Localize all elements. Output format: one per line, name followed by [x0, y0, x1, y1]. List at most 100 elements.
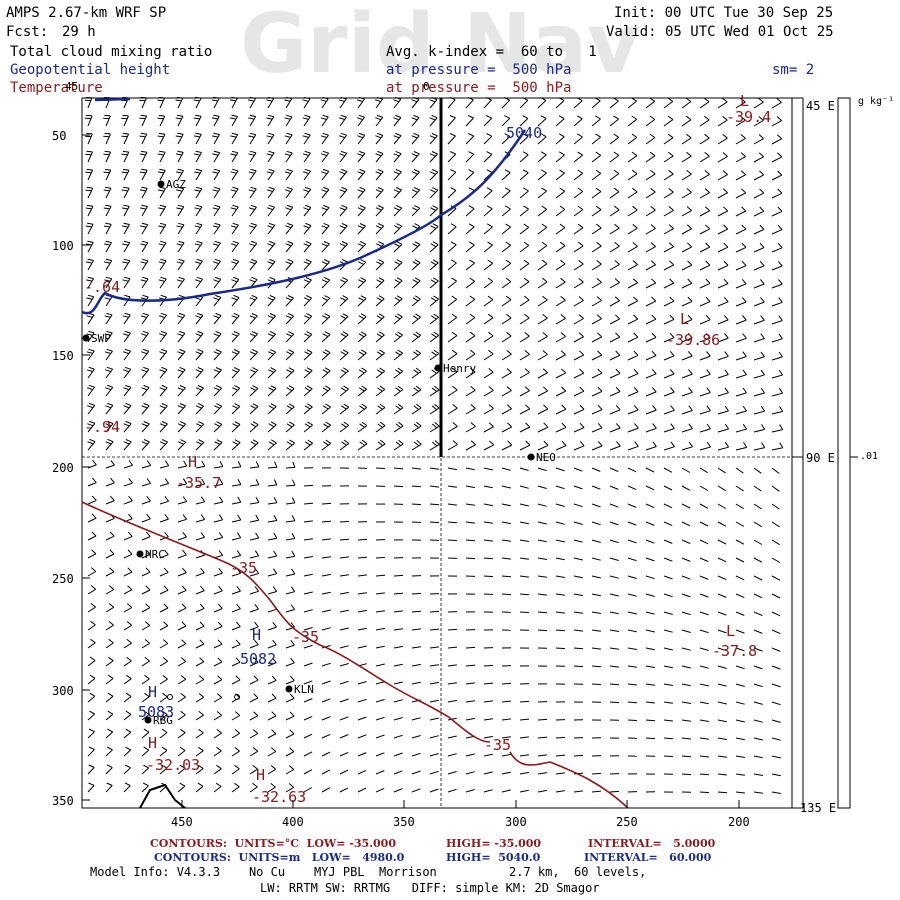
wind-barb [231, 585, 241, 595]
wind-barb [717, 387, 729, 397]
wind-barb [177, 460, 188, 469]
station-dot[interactable] [285, 685, 293, 693]
wind-barb [177, 764, 186, 775]
wind-barb [321, 573, 331, 577]
wind-barb [393, 592, 404, 595]
wind-barbs [84, 96, 784, 794]
wind-barb [771, 351, 783, 361]
wind-barb [753, 485, 762, 492]
wind-barb [645, 224, 656, 235]
station-dot[interactable] [434, 364, 442, 372]
wind-barb [141, 603, 151, 613]
y-tick-label: 300 [52, 684, 74, 698]
wind-barb [123, 674, 132, 685]
wind-barb [555, 539, 565, 543]
wind-barb [519, 151, 529, 163]
wind-barb [573, 259, 584, 271]
wind-barb [159, 692, 168, 703]
wind-barb [753, 134, 764, 145]
wind-barb [176, 240, 185, 253]
wind-barb [429, 646, 439, 649]
wind-barb [555, 772, 565, 775]
wind-barb [591, 665, 602, 668]
wind-barb [411, 628, 421, 631]
wind-barb [303, 662, 313, 667]
wind-barb [393, 385, 404, 397]
wind-barb [139, 132, 148, 145]
extremum-val-1: -39.4 [726, 108, 771, 126]
wind-barb [663, 467, 673, 473]
wind-barb [483, 368, 494, 379]
extremum-val-5: -32.03 [146, 756, 200, 774]
wind-barb [753, 369, 765, 379]
wind-barb [771, 719, 781, 723]
wind-barb [771, 134, 783, 145]
wind-barb [735, 773, 745, 776]
wind-barb [158, 186, 166, 199]
wind-barb [735, 629, 745, 634]
wind-barb [573, 133, 583, 145]
wind-barb [105, 764, 113, 775]
extremum-val-3: -35.7 [176, 474, 221, 492]
wind-barb [627, 169, 638, 181]
wind-barb [266, 96, 275, 109]
wind-barb [771, 503, 780, 510]
wind-barb [699, 188, 710, 199]
wind-barb [375, 699, 385, 703]
wind-barb [177, 514, 187, 523]
wind-barb [249, 747, 259, 757]
wind-barb [735, 647, 745, 652]
wind-barb [483, 682, 494, 685]
wind-barb [339, 769, 349, 775]
wind-barb [195, 478, 206, 487]
wind-barb [447, 422, 458, 433]
wind-barb [717, 97, 728, 109]
wind-barb [735, 188, 747, 199]
wind-barb [213, 729, 222, 739]
wind-barb [267, 783, 276, 793]
wind-barb [429, 503, 440, 506]
wind-barb [175, 150, 184, 163]
wind-barb [177, 439, 187, 451]
lon-label-45: 45 [65, 80, 78, 93]
wind-barb [519, 700, 530, 703]
station-dot[interactable] [82, 334, 90, 342]
wind-barb [303, 259, 312, 271]
station-dot[interactable] [144, 716, 152, 724]
wind-barb [735, 405, 748, 415]
wind-barb [717, 115, 728, 127]
height-label-5040: 5040 [506, 124, 542, 142]
wind-barb [771, 333, 783, 343]
station-dot[interactable] [157, 180, 165, 188]
colorbar-value: .01 [860, 451, 878, 462]
y-tick-label: 200 [52, 461, 74, 475]
wind-barb [735, 423, 748, 433]
wind-barb [140, 222, 149, 235]
wind-barb [681, 332, 693, 343]
wind-barb [753, 719, 763, 723]
wind-barb [195, 385, 204, 397]
wind-barb [681, 405, 693, 415]
wind-barb [303, 403, 313, 415]
wind-barb [303, 556, 313, 559]
wind-barb [483, 467, 493, 471]
wind-barb [645, 350, 657, 361]
wind-barb [717, 557, 727, 563]
wind-barb [249, 532, 260, 541]
wind-barb [195, 330, 204, 343]
wind-barb [771, 206, 783, 217]
wind-barb [717, 315, 729, 325]
station-dot[interactable] [136, 550, 144, 558]
wind-barb [195, 782, 204, 793]
wind-barb [717, 629, 727, 634]
wind-barb [591, 503, 601, 508]
wind-barb [123, 782, 131, 793]
wind-barb [537, 404, 549, 415]
station-dot[interactable] [527, 453, 535, 461]
height-contour-5040 [81, 129, 527, 315]
wind-barb [447, 96, 456, 109]
wind-barb [645, 151, 656, 163]
wind-barb [681, 115, 692, 127]
wind-barb [104, 330, 113, 343]
wind-barb [303, 644, 313, 649]
